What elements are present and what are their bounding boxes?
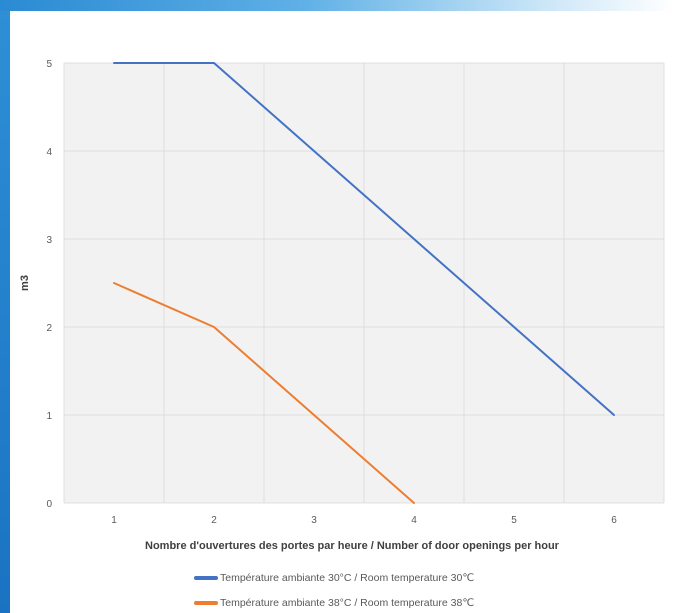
chart-container: 0 1 2 3 4 5 1 2 3 4 5 6 m3 Nombre d'ouvertures des… — [10, 11, 674, 613]
y-tick-label-3: 3 — [46, 235, 52, 246]
y-axis-title: m3 — [19, 275, 31, 291]
y-tick-label-4: 4 — [46, 147, 52, 158]
y-axis-ticks: 0 1 2 3 4 5 — [46, 59, 52, 510]
line-chart: 0 1 2 3 4 5 1 2 3 4 5 6 m3 Nombre d'ouvertures des… — [19, 59, 665, 552]
left-accent-bar — [0, 0, 10, 613]
x-tick-label-1: 1 — [111, 515, 117, 526]
y-tick-label-2: 2 — [46, 323, 52, 334]
legend-swatch-series-1 — [194, 576, 218, 580]
x-tick-label-5: 5 — [511, 515, 517, 526]
y-tick-label-0: 0 — [46, 499, 52, 510]
y-tick-label-5: 5 — [46, 59, 52, 70]
legend-label-series-1: Température ambiante 30°C / Room tempera… — [220, 572, 475, 584]
x-tick-label-2: 2 — [211, 515, 217, 526]
legend-item-series-2: Température ambiante 38°C / Room tempera… — [194, 595, 594, 611]
x-tick-label-4: 4 — [411, 515, 417, 526]
top-accent-bar — [0, 0, 674, 11]
x-tick-label-6: 6 — [611, 515, 617, 526]
x-tick-label-3: 3 — [311, 515, 317, 526]
series-lines — [113, 62, 615, 504]
series-line-1 — [113, 62, 615, 416]
y-tick-label-1: 1 — [46, 411, 52, 422]
legend-label-series-2: Température ambiante 38°C / Room tempera… — [220, 597, 475, 609]
series-line-2 — [113, 282, 415, 504]
legend-swatch-series-2 — [194, 601, 218, 605]
x-axis-ticks: 1 2 3 4 5 6 — [111, 515, 617, 526]
x-axis-title: Nombre d'ouvertures des portes par heure… — [145, 540, 560, 552]
legend-item-series-1: Température ambiante 30°C / Room tempera… — [194, 570, 594, 586]
